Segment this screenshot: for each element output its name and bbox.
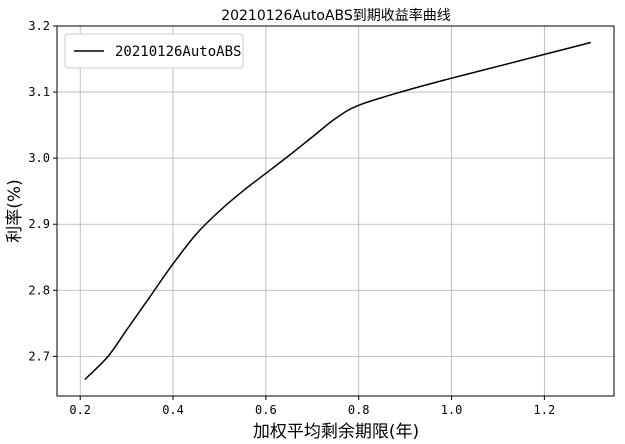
grid — [57, 25, 614, 396]
x-tick-label: 0.8 — [348, 403, 370, 417]
y-tick-label: 3.2 — [28, 19, 50, 33]
y-tick-label: 3.0 — [28, 151, 50, 165]
y-tick-label: 3.1 — [28, 85, 50, 99]
x-ticks: 0.2 0.4 0.6 0.8 1.0 1.2 — [69, 396, 555, 417]
y-tick-label: 2.7 — [28, 349, 50, 363]
series-group — [84, 41, 591, 381]
x-tick-label: 1.0 — [441, 403, 463, 417]
chart-title: 20210126AutoABS到期收益率曲线 — [221, 7, 451, 24]
x-tick-label: 0.2 — [69, 403, 91, 417]
x-tick-label: 0.6 — [255, 403, 277, 417]
x-tick-label: 1.2 — [534, 403, 556, 417]
series-line — [84, 41, 591, 381]
legend-label: 20210126AutoABS — [115, 44, 241, 60]
x-axis-label: 加权平均剩余期限(年) — [253, 422, 419, 442]
y-axis-label: 利率(%) — [5, 179, 25, 242]
y-tick-label: 2.8 — [28, 283, 50, 297]
x-tick-label: 0.4 — [162, 403, 184, 417]
legend: 20210126AutoABS — [64, 33, 244, 69]
y-tick-label: 2.9 — [28, 217, 50, 231]
legend-box — [64, 33, 244, 69]
plot-area-frame — [56, 25, 615, 397]
y-ticks: 2.7 2.8 2.9 3.0 3.1 3.2 — [28, 19, 57, 363]
